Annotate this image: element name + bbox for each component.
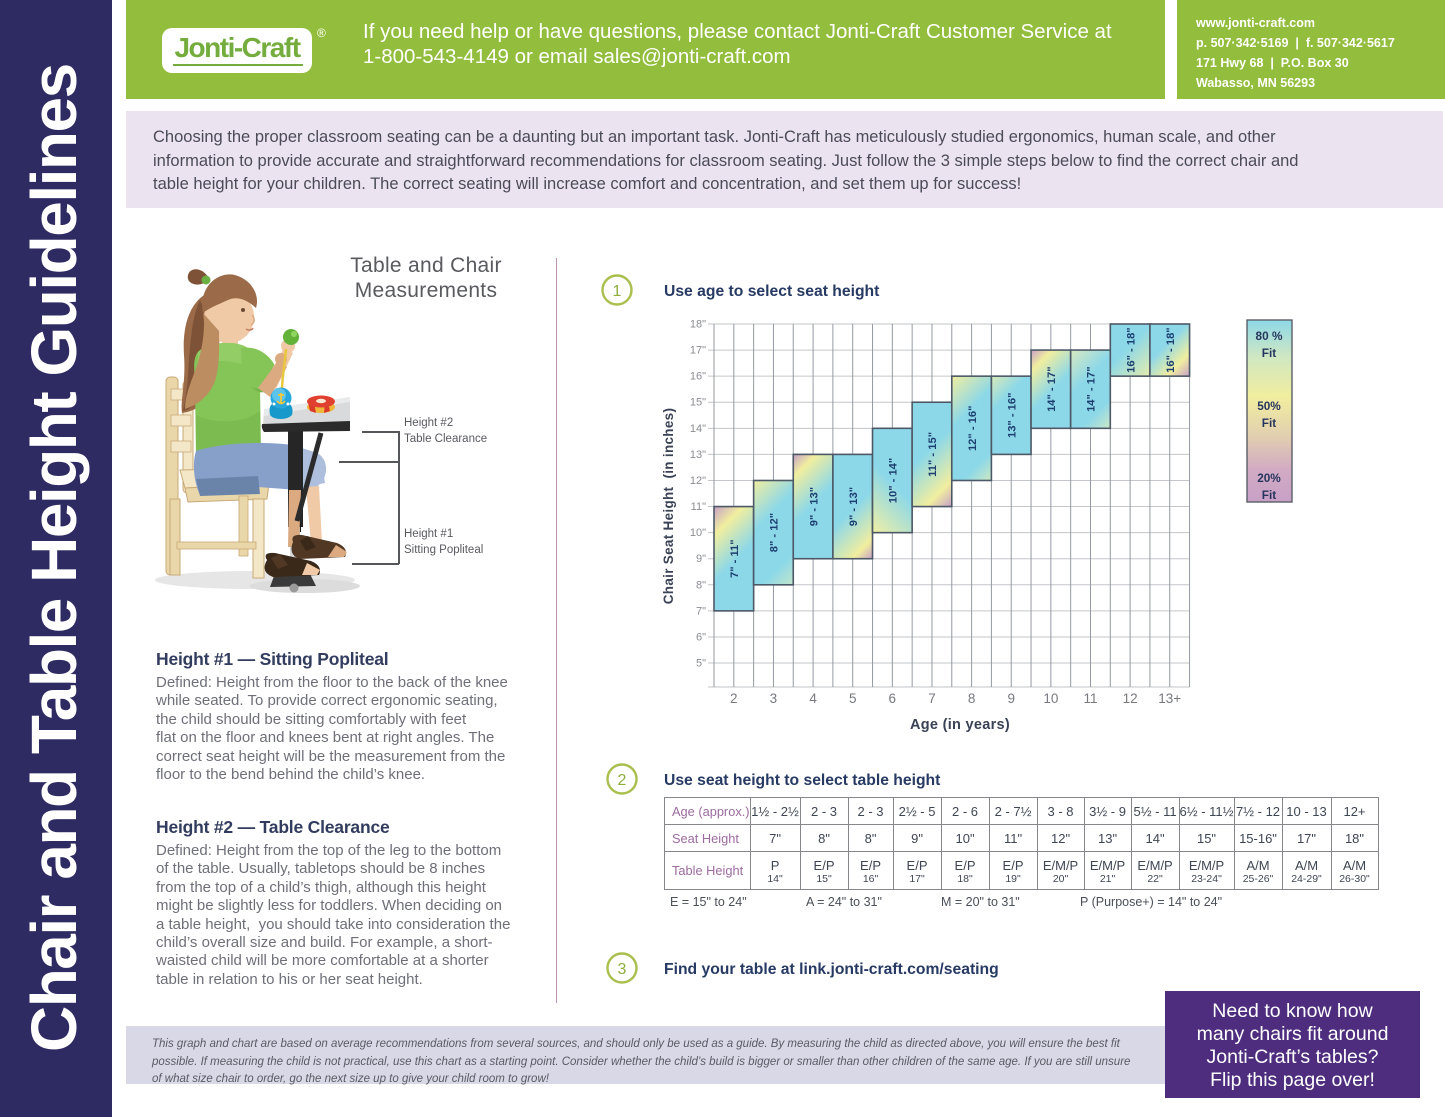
svg-text:Age (in years): Age (in years) [910, 717, 1010, 733]
svg-text:9": 9" [696, 553, 706, 565]
svg-text:2: 2 [618, 772, 627, 789]
svg-text:13" - 16": 13" - 16" [1006, 393, 1018, 438]
svg-text:8": 8" [696, 579, 706, 591]
svg-text:12: 12 [1123, 691, 1138, 706]
svg-text:10": 10" [690, 527, 706, 539]
svg-text:17": 17" [690, 345, 706, 357]
svg-text:16": 16" [690, 371, 706, 383]
svg-text:13": 13" [690, 449, 706, 461]
svg-text:Fit: Fit [1262, 416, 1276, 430]
svg-text:Use age to select seat height: Use age to select seat height [664, 283, 880, 300]
svg-text:9" - 13": 9" - 13" [808, 487, 820, 526]
svg-text:16" - 18": 16" - 18" [1125, 327, 1137, 372]
svg-text:9" - 13": 9" - 13" [848, 487, 860, 526]
svg-text:Fit: Fit [1262, 346, 1276, 360]
svg-text:13+: 13+ [1158, 691, 1181, 706]
svg-text:8" - 12": 8" - 12" [769, 513, 781, 552]
svg-text:10" - 14": 10" - 14" [888, 458, 900, 503]
svg-text:14" - 17": 14" - 17" [1046, 366, 1058, 411]
svg-text:15": 15" [690, 397, 706, 409]
svg-text:11: 11 [1083, 691, 1097, 706]
svg-text:14" - 17": 14" - 17" [1086, 366, 1098, 411]
svg-text:4: 4 [809, 691, 817, 706]
svg-text:3: 3 [618, 961, 627, 978]
svg-text:6": 6" [696, 632, 706, 644]
svg-text:14": 14" [690, 423, 706, 435]
svg-text:9: 9 [1007, 691, 1015, 706]
svg-text:12" - 16": 12" - 16" [967, 406, 979, 451]
svg-text:8: 8 [968, 691, 976, 706]
svg-text:16" - 18": 16" - 18" [1165, 327, 1177, 372]
svg-text:7: 7 [928, 691, 936, 706]
svg-text:80 %: 80 % [1256, 329, 1283, 343]
svg-text:5": 5" [696, 658, 706, 670]
svg-text:10: 10 [1043, 691, 1058, 706]
svg-text:7": 7" [696, 605, 706, 617]
svg-text:2: 2 [730, 691, 738, 706]
svg-text:50%: 50% [1257, 399, 1281, 413]
svg-text:Chair Seat Height (in inches): Chair Seat Height (in inches) [661, 408, 676, 605]
svg-text:11" - 15": 11" - 15" [927, 432, 939, 477]
svg-text:11": 11" [691, 501, 706, 513]
svg-text:7" - 11": 7" - 11" [729, 539, 741, 578]
svg-text:6: 6 [889, 691, 897, 706]
svg-text:3: 3 [770, 691, 778, 706]
svg-text:12": 12" [690, 475, 706, 487]
svg-text:1: 1 [613, 283, 622, 300]
svg-text:18": 18" [690, 319, 706, 331]
svg-text:20%: 20% [1257, 471, 1281, 485]
svg-text:5: 5 [849, 691, 857, 706]
svg-text:Fit: Fit [1262, 488, 1276, 502]
